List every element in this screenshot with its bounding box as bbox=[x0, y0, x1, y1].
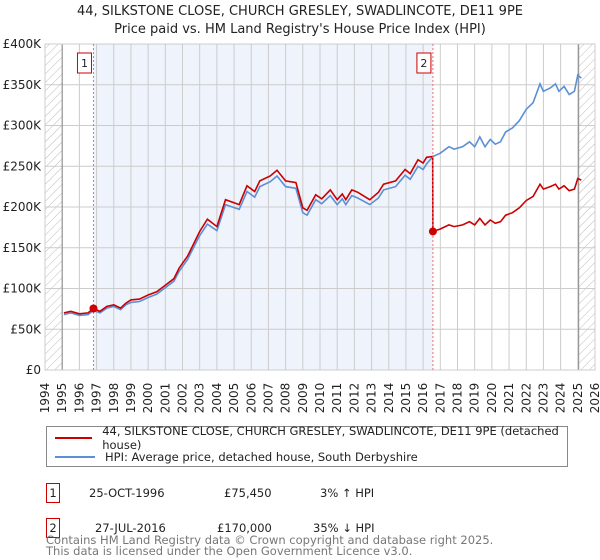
x-tick-label: 1996 bbox=[72, 383, 86, 414]
x-tick-label: 2017 bbox=[433, 383, 447, 414]
legend-label: HPI: Average price, detached house, Sout… bbox=[105, 450, 418, 464]
price-paid-line bbox=[63, 155, 582, 315]
x-tick-label: 2016 bbox=[416, 383, 430, 414]
sale-point bbox=[428, 227, 437, 236]
legend: 44, SILKSTONE CLOSE, CHURCH GRESLEY, SWA… bbox=[46, 424, 568, 467]
x-tick-label: 2022 bbox=[519, 383, 533, 414]
x-tick-label: 2003 bbox=[193, 383, 207, 414]
hpi-diff: 35% ↓ HPI bbox=[313, 521, 375, 535]
x-tick-label: 2002 bbox=[176, 383, 190, 414]
x-tick-label: 2014 bbox=[382, 383, 396, 414]
hpi-line bbox=[63, 73, 582, 317]
sale-price: £75,450 bbox=[224, 486, 272, 500]
x-tick-label: 2006 bbox=[244, 383, 258, 414]
sale-marker-box bbox=[76, 52, 92, 74]
x-tick-label: 1994 bbox=[38, 383, 52, 414]
x-tick-label: 2026 bbox=[588, 383, 600, 414]
x-tick-label: 2023 bbox=[536, 383, 550, 414]
x-tick-label: 2015 bbox=[399, 383, 413, 414]
licence-note: This data is licensed under the Open Gov… bbox=[46, 544, 413, 558]
x-tick-label: 2012 bbox=[347, 383, 361, 414]
y-tick-label: £300K bbox=[3, 119, 43, 133]
x-tick-label: 1995 bbox=[55, 383, 69, 414]
x-tick-label: 2020 bbox=[485, 383, 499, 414]
y-tick-label: £350K bbox=[3, 78, 43, 92]
legend-item-property: 44, SILKSTONE CLOSE, CHURCH GRESLEY, SWA… bbox=[55, 424, 567, 452]
y-tick-label: £50K bbox=[10, 322, 42, 336]
marker-badge: 1 bbox=[46, 483, 60, 503]
x-tick-label: 2004 bbox=[210, 383, 224, 414]
x-tick-label: 2021 bbox=[502, 383, 516, 414]
sale-point bbox=[89, 304, 98, 313]
transaction-row: 2 27-JUL-2016 £170,000 35% ↓ HPI bbox=[46, 518, 586, 540]
sale-marker-label: 2 bbox=[420, 57, 427, 70]
x-tick-label: 2007 bbox=[261, 383, 275, 414]
x-tick-label: 2019 bbox=[468, 383, 482, 414]
y-tick-label: £200K bbox=[3, 200, 43, 214]
x-tick-label: 2000 bbox=[141, 383, 155, 414]
sale-marker-label: 1 bbox=[81, 57, 88, 70]
chart-subtitle: Price paid vs. HM Land Registry's House … bbox=[114, 22, 486, 37]
x-tick-label: 2010 bbox=[313, 383, 327, 414]
y-tick-label: £150K bbox=[3, 241, 43, 255]
x-tick-label: 2018 bbox=[451, 383, 465, 414]
hpi-diff: 3% ↑ HPI bbox=[320, 486, 375, 500]
x-tick-label: 2024 bbox=[554, 383, 568, 414]
red-line-swatch bbox=[55, 437, 93, 439]
x-tick-label: 2005 bbox=[227, 383, 241, 414]
x-tick-label: 1998 bbox=[107, 383, 121, 414]
sale-marker-box bbox=[416, 52, 432, 74]
blue-line-swatch bbox=[55, 456, 95, 458]
sale-date: 25-OCT-1996 bbox=[89, 486, 165, 500]
x-tick-label: 1999 bbox=[124, 383, 138, 414]
legend-label: 44, SILKSTONE CLOSE, CHURCH GRESLEY, SWA… bbox=[102, 424, 559, 452]
x-tick-label: 2009 bbox=[296, 383, 310, 414]
x-tick-label: 2025 bbox=[571, 383, 585, 414]
legend-item-hpi: HPI: Average price, detached house, Sout… bbox=[55, 448, 418, 466]
y-tick-label: £250K bbox=[3, 159, 43, 173]
x-tick-label: 1997 bbox=[90, 383, 104, 414]
transaction-row: 1 25-OCT-1996 £75,450 3% ↑ HPI bbox=[46, 483, 586, 505]
x-tick-label: 2011 bbox=[330, 383, 344, 414]
marker-badge: 2 bbox=[46, 518, 60, 538]
x-tick-label: 2001 bbox=[158, 383, 172, 414]
price-chart: 1994 1995 1996 1997 1998 1999 2000 2001 2002 2003… bbox=[3, 37, 600, 414]
x-tick-label: 2013 bbox=[365, 383, 379, 414]
chart-title: 44, SILKSTONE CLOSE, CHURCH GRESLEY, SWA… bbox=[77, 4, 523, 19]
y-tick-label: £0 bbox=[26, 363, 41, 377]
plot-frame bbox=[44, 43, 596, 371]
copyright-note: Contains HM Land Registry data © Crown c… bbox=[46, 533, 494, 547]
sale-price: £170,000 bbox=[217, 521, 272, 535]
x-tick-label: 2008 bbox=[279, 383, 293, 414]
y-tick-label: £400K bbox=[3, 37, 43, 51]
y-tick-label: £100K bbox=[3, 282, 43, 296]
sale-date: 27-JUL-2016 bbox=[95, 521, 166, 535]
